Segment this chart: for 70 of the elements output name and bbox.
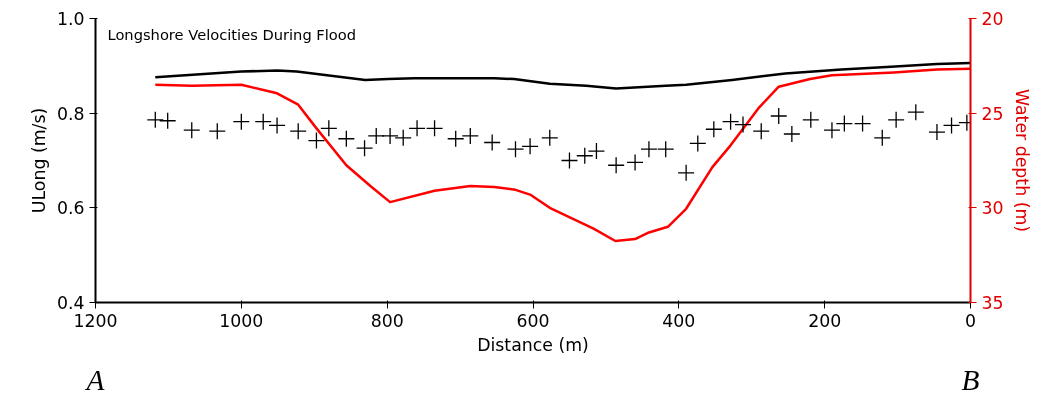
y2-tick-label: 30 xyxy=(981,198,1004,219)
point xyxy=(853,114,872,133)
text: A xyxy=(84,363,106,396)
point xyxy=(677,164,695,182)
point xyxy=(770,107,788,125)
point xyxy=(873,129,891,147)
point xyxy=(721,113,740,131)
point xyxy=(560,151,579,170)
x-tick-label: 1200 xyxy=(73,310,118,331)
x-tick-label: 200 xyxy=(808,310,842,331)
point xyxy=(425,119,444,137)
line-series xyxy=(154,67,971,243)
point xyxy=(367,127,385,145)
point xyxy=(146,111,164,129)
point xyxy=(461,127,479,145)
point xyxy=(159,112,177,130)
point xyxy=(607,156,625,174)
point xyxy=(835,114,853,133)
y-tick-label: 0.4 xyxy=(56,293,85,313)
point xyxy=(506,140,525,158)
point xyxy=(823,121,841,139)
point xyxy=(232,113,250,131)
point xyxy=(183,121,201,139)
point xyxy=(928,123,946,141)
x-tick-label: 0 xyxy=(964,310,977,331)
point xyxy=(381,127,399,145)
point xyxy=(887,111,905,129)
y2-axis-title: Water depth (m) xyxy=(1011,88,1032,233)
point xyxy=(320,119,338,137)
point xyxy=(942,116,961,135)
x-tick-label: 1000 xyxy=(219,310,264,331)
line-series xyxy=(154,61,971,90)
point xyxy=(689,134,707,153)
point xyxy=(355,139,374,157)
point xyxy=(268,116,286,135)
point xyxy=(576,147,594,165)
point xyxy=(289,122,307,140)
x-axis-title: Distance (m) xyxy=(477,334,589,355)
point xyxy=(705,120,723,138)
text: B xyxy=(961,363,980,396)
point xyxy=(208,122,226,140)
y-axis-title: ULong (m/s) xyxy=(28,107,49,214)
y-tick-label: 0.8 xyxy=(56,103,85,124)
point xyxy=(254,113,272,131)
y2-tick-label: 20 xyxy=(981,9,1004,29)
point xyxy=(307,131,326,150)
point xyxy=(521,137,539,155)
point xyxy=(394,129,412,147)
point xyxy=(657,140,675,158)
x-tick-label: 600 xyxy=(516,310,550,331)
point xyxy=(447,130,465,148)
point xyxy=(802,111,820,129)
point xyxy=(734,115,752,134)
point xyxy=(640,140,658,158)
point xyxy=(408,119,426,137)
y2-tick-label: 25 xyxy=(981,103,1004,124)
point xyxy=(483,133,501,152)
y-tick-label: 0.6 xyxy=(56,198,85,219)
point xyxy=(752,122,770,140)
point xyxy=(337,130,355,148)
x-tick-label: 400 xyxy=(662,310,696,331)
x-tick-label: 800 xyxy=(370,310,404,331)
point xyxy=(587,142,606,160)
point xyxy=(541,129,559,147)
point xyxy=(626,153,644,172)
y-tick-label: 1.0 xyxy=(56,9,85,29)
point xyxy=(907,103,925,121)
point xyxy=(783,125,801,143)
text: Longshore Velocities During Flood xyxy=(107,25,357,43)
y2-tick-label: 35 xyxy=(981,293,1004,313)
